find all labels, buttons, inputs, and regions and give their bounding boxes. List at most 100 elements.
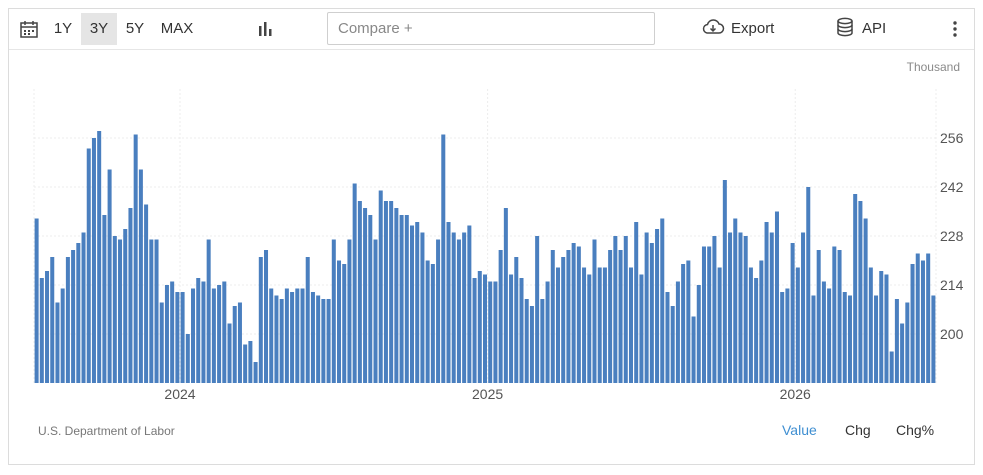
- bar[interactable]: [905, 302, 910, 384]
- bar[interactable]: [232, 306, 237, 383]
- bar[interactable]: [514, 257, 519, 383]
- bar[interactable]: [436, 239, 441, 384]
- range-1y-button[interactable]: 1Y: [53, 20, 73, 37]
- bar[interactable]: [655, 229, 660, 383]
- bar[interactable]: [118, 239, 123, 384]
- bar[interactable]: [71, 250, 76, 383]
- bar[interactable]: [50, 257, 55, 383]
- bar[interactable]: [441, 134, 446, 384]
- bar[interactable]: [321, 299, 326, 383]
- bar[interactable]: [915, 253, 920, 384]
- bar[interactable]: [639, 274, 644, 384]
- bar[interactable]: [342, 264, 347, 383]
- calendar-icon[interactable]: [15, 13, 43, 45]
- bar[interactable]: [357, 201, 362, 383]
- more-vertical-icon[interactable]: [947, 13, 963, 45]
- bar[interactable]: [425, 260, 430, 384]
- bar[interactable]: [926, 253, 931, 384]
- bar[interactable]: [660, 218, 665, 384]
- bar[interactable]: [498, 250, 503, 383]
- bar[interactable]: [566, 250, 571, 383]
- bar[interactable]: [816, 250, 821, 383]
- bar[interactable]: [399, 215, 404, 383]
- mode-value-button[interactable]: Value: [782, 422, 817, 438]
- bar[interactable]: [191, 288, 196, 384]
- bar[interactable]: [707, 246, 712, 384]
- bar[interactable]: [795, 267, 800, 384]
- bar[interactable]: [801, 232, 806, 384]
- bar[interactable]: [582, 267, 587, 384]
- bar[interactable]: [300, 288, 305, 384]
- bar[interactable]: [248, 341, 253, 383]
- bar[interactable]: [86, 148, 91, 384]
- bar[interactable]: [879, 271, 884, 383]
- bar[interactable]: [123, 229, 128, 383]
- bar[interactable]: [743, 236, 748, 383]
- bar[interactable]: [45, 271, 50, 383]
- bar[interactable]: [733, 218, 738, 384]
- bar[interactable]: [133, 134, 138, 384]
- bar[interactable]: [206, 239, 211, 384]
- bar[interactable]: [728, 232, 733, 384]
- bar[interactable]: [535, 236, 540, 383]
- bar[interactable]: [576, 246, 581, 384]
- bar[interactable]: [769, 232, 774, 384]
- bar[interactable]: [222, 281, 227, 384]
- bar[interactable]: [227, 323, 232, 384]
- bar[interactable]: [112, 236, 117, 383]
- bar[interactable]: [451, 232, 456, 384]
- bar[interactable]: [696, 285, 701, 383]
- bar[interactable]: [628, 267, 633, 384]
- bar[interactable]: [185, 334, 190, 383]
- bar[interactable]: [613, 236, 618, 383]
- bar[interactable]: [681, 264, 686, 383]
- bar[interactable]: [81, 232, 86, 384]
- bar[interactable]: [540, 299, 545, 383]
- bar[interactable]: [920, 260, 925, 384]
- bar[interactable]: [488, 281, 493, 384]
- bar[interactable]: [618, 250, 623, 383]
- bar[interactable]: [404, 215, 409, 383]
- bar[interactable]: [748, 267, 753, 384]
- bar[interactable]: [821, 281, 826, 384]
- bar[interactable]: [368, 215, 373, 383]
- bar[interactable]: [827, 288, 832, 384]
- bar[interactable]: [446, 222, 451, 383]
- bar[interactable]: [128, 208, 133, 383]
- bar[interactable]: [76, 243, 81, 383]
- bar[interactable]: [785, 288, 790, 384]
- bar[interactable]: [243, 344, 248, 384]
- bar[interactable]: [154, 239, 159, 384]
- bar[interactable]: [675, 281, 680, 384]
- bar[interactable]: [467, 225, 472, 384]
- bar[interactable]: [60, 288, 65, 384]
- bar[interactable]: [644, 232, 649, 384]
- bar[interactable]: [754, 278, 759, 383]
- bar[interactable]: [524, 299, 529, 383]
- bar[interactable]: [102, 215, 107, 383]
- bar[interactable]: [394, 208, 399, 383]
- bar[interactable]: [217, 285, 222, 383]
- bar[interactable]: [472, 278, 477, 383]
- bar[interactable]: [806, 187, 811, 383]
- bar[interactable]: [764, 222, 769, 383]
- bar[interactable]: [863, 218, 868, 384]
- bar[interactable]: [180, 292, 185, 383]
- bar[interactable]: [790, 243, 795, 383]
- bar[interactable]: [373, 239, 378, 384]
- bar[interactable]: [623, 236, 628, 383]
- bar[interactable]: [378, 190, 383, 384]
- bar[interactable]: [352, 183, 357, 384]
- bar[interactable]: [305, 257, 310, 383]
- bar[interactable]: [279, 299, 284, 383]
- bar[interactable]: [409, 225, 415, 384]
- bar[interactable]: [462, 232, 467, 384]
- bar[interactable]: [592, 239, 597, 384]
- bar[interactable]: [274, 295, 279, 384]
- range-max-button[interactable]: MAX: [160, 20, 194, 37]
- bar[interactable]: [712, 236, 717, 383]
- bar[interactable]: [144, 204, 149, 384]
- bar[interactable]: [634, 222, 639, 383]
- bar[interactable]: [509, 274, 514, 384]
- bar[interactable]: [868, 267, 873, 384]
